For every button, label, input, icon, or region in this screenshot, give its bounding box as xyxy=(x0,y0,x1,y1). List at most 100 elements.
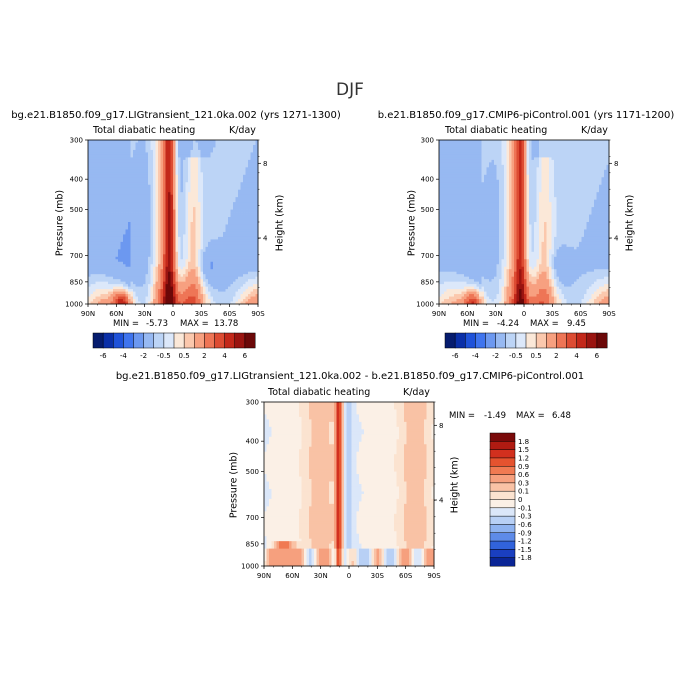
field-cell xyxy=(200,296,204,300)
field-cell xyxy=(240,289,244,292)
field-cell xyxy=(103,207,106,210)
field-cell xyxy=(105,142,109,146)
field-cell xyxy=(163,274,166,278)
field-cell xyxy=(123,284,126,287)
field-cell xyxy=(93,199,96,203)
field-cell xyxy=(155,184,159,188)
field-cell xyxy=(235,202,239,205)
field-cell xyxy=(143,256,146,260)
field-cell xyxy=(120,261,124,265)
field-cell xyxy=(451,142,455,146)
field-cell xyxy=(145,254,149,258)
field-cell xyxy=(203,187,206,191)
field-cell xyxy=(88,244,91,248)
field-cell xyxy=(444,276,447,280)
field-cell xyxy=(223,234,226,238)
field-cell xyxy=(180,164,184,168)
field-cell xyxy=(233,222,236,225)
field-cell xyxy=(168,301,171,305)
field-cell xyxy=(203,299,206,302)
field-cell xyxy=(215,157,219,161)
field-cell xyxy=(153,142,156,146)
field-cell xyxy=(185,162,189,166)
field-cell xyxy=(449,266,452,270)
field-cell xyxy=(148,296,151,300)
field-cell xyxy=(115,231,119,235)
field-cell xyxy=(446,204,450,208)
field-cell xyxy=(125,251,129,255)
field-cell xyxy=(118,236,121,240)
field-cell xyxy=(113,140,116,143)
field-cell xyxy=(446,199,450,203)
field-cell xyxy=(449,289,452,292)
field-cell xyxy=(90,174,94,178)
field-cell xyxy=(110,259,114,263)
field-cell xyxy=(253,266,256,270)
field-cell xyxy=(195,187,199,191)
field-cell xyxy=(128,182,131,186)
field-cell xyxy=(95,194,99,198)
field-cell xyxy=(150,149,154,153)
field-cell xyxy=(160,241,164,245)
field-cell xyxy=(148,266,151,270)
field-cell xyxy=(218,249,221,253)
field-cell xyxy=(446,177,450,181)
field-cell xyxy=(439,264,442,268)
field-cell xyxy=(113,281,116,285)
field-cell xyxy=(183,259,186,263)
field-cell xyxy=(173,187,176,191)
field-cell xyxy=(165,224,169,228)
field-cell xyxy=(248,177,251,181)
field-cell xyxy=(183,246,186,250)
field-cell xyxy=(213,192,216,196)
colorbar-label: -6 xyxy=(100,352,108,360)
field-cell xyxy=(103,169,106,173)
field-cell xyxy=(93,174,96,178)
field-cell xyxy=(188,172,191,176)
field-cell xyxy=(444,147,447,151)
field-cell xyxy=(93,147,96,151)
field-cell xyxy=(245,239,249,243)
field-cell xyxy=(133,226,136,230)
field-cell xyxy=(115,199,119,203)
field-cell xyxy=(228,204,231,208)
field-cell xyxy=(193,266,196,270)
field-cell xyxy=(439,207,442,210)
field-cell xyxy=(120,167,124,171)
field-cell xyxy=(255,140,259,143)
field-cell xyxy=(200,261,204,265)
field-cell xyxy=(253,259,256,263)
field-cell xyxy=(253,301,256,305)
field-cell xyxy=(210,194,214,198)
field-cell xyxy=(103,177,106,181)
field-cell xyxy=(210,207,214,210)
field-cell xyxy=(238,246,241,250)
field-cell xyxy=(175,202,179,205)
field-cell xyxy=(105,244,109,248)
field-cell xyxy=(88,212,91,215)
field-cell xyxy=(178,140,181,143)
field-cell xyxy=(123,251,126,255)
field-cell xyxy=(138,212,141,215)
field-cell xyxy=(449,177,452,181)
field-cell xyxy=(165,281,169,285)
field-cell xyxy=(173,177,176,181)
field-cell xyxy=(243,254,246,258)
field-cell xyxy=(163,222,166,225)
field-cell xyxy=(158,229,161,233)
field-cell xyxy=(90,157,94,161)
field-cell xyxy=(128,264,131,268)
colorbar-swatch xyxy=(102,332,114,349)
field-cell xyxy=(235,174,239,178)
field-cell xyxy=(193,256,196,260)
field-cell xyxy=(143,226,146,230)
field-cell xyxy=(148,236,151,240)
field-cell xyxy=(439,259,442,263)
field-cell xyxy=(250,294,254,297)
field-cell xyxy=(223,289,226,292)
field-cell xyxy=(193,147,196,151)
field-cell xyxy=(449,219,452,223)
field-cell xyxy=(113,182,116,186)
field-cell xyxy=(125,271,129,275)
field-cell xyxy=(138,231,141,235)
